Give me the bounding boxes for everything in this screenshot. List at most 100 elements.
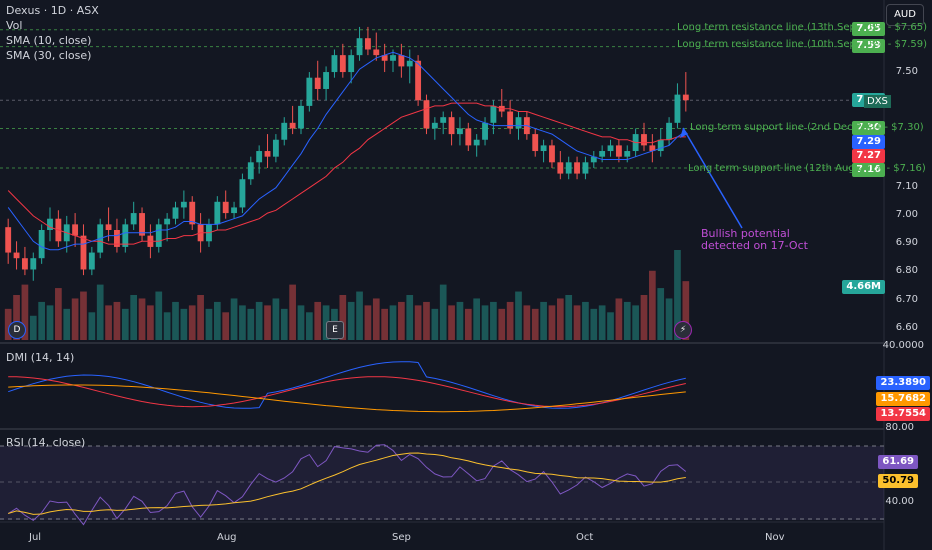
candle-body [289, 122, 296, 129]
candle-body [657, 139, 664, 152]
volume-bar [389, 305, 397, 340]
volume-bar [80, 291, 87, 340]
candle-body [306, 77, 313, 106]
x-axis-label: Sep [392, 532, 411, 543]
dmi-minus-tag: 13.7554 [876, 407, 930, 421]
volume-bar [439, 284, 447, 340]
currency-button[interactable]: AUD [886, 4, 924, 26]
volume-bar [113, 301, 121, 340]
volume-bar [155, 291, 163, 340]
x-axis-label: Aug [217, 532, 237, 543]
volume-bar [247, 308, 255, 340]
resistance-label-1: Long term resistance line (13th Sep 2024… [677, 22, 928, 33]
candle-body [272, 139, 279, 157]
candle-body [214, 201, 221, 225]
x-axis-label: Oct [576, 532, 594, 543]
rsi-tag: 61.69 [878, 455, 918, 469]
candle-body [599, 151, 606, 157]
volume-bar [339, 295, 347, 340]
candle-body [348, 55, 355, 73]
candle-body [682, 94, 689, 101]
candle-body [30, 258, 37, 270]
candle-body [457, 128, 463, 135]
support-label-1: Long term support line (2nd Dec 2024 - $… [690, 122, 924, 133]
rsi-axis-label: 80.00 [885, 422, 914, 433]
candle-body [105, 224, 112, 230]
candle-body [641, 134, 647, 146]
volume-bar [531, 308, 539, 340]
volume-bar [172, 301, 179, 340]
candle-body [590, 156, 597, 163]
price-axis-label: 7.10 [895, 181, 918, 192]
volume-bar [448, 305, 455, 340]
candle-body [431, 122, 438, 129]
volume-bar [289, 284, 296, 340]
sma30-legend: SMA (30, close) [6, 49, 92, 62]
volume-bar [13, 295, 20, 340]
volume-bar [105, 305, 112, 340]
earnings-event-icon[interactable]: E [326, 321, 344, 339]
volume-bar [607, 312, 614, 340]
candle-body [231, 207, 237, 214]
volume-bar [398, 301, 405, 340]
candle-body [666, 122, 673, 140]
volume-bar [515, 291, 522, 340]
adx-tag: 15.7682 [876, 392, 930, 406]
volume-bar [381, 308, 388, 340]
candle-body [155, 224, 162, 247]
volume-bar [615, 298, 623, 340]
volume-bar [21, 284, 29, 340]
candle-body [532, 134, 539, 152]
volume-bar [548, 305, 556, 340]
candle-body [247, 162, 254, 180]
flash-event-icon[interactable]: ⚡ [674, 321, 692, 339]
candle-body [624, 151, 631, 157]
candle-body [356, 38, 363, 56]
volume-bar [188, 305, 196, 340]
volume-bar [356, 291, 363, 340]
volume-bar [498, 308, 506, 340]
candle-body [164, 218, 171, 225]
dmi-legend: DMI (14, 14) [6, 351, 75, 364]
candle-body [565, 162, 572, 174]
volume-bar [372, 298, 380, 340]
dividend-event-icon[interactable]: D [8, 321, 26, 339]
chart-title: Dexus · 1D · ASX [6, 4, 99, 17]
candle-body [13, 252, 20, 259]
volume-bar [213, 301, 221, 340]
arrow-line [682, 127, 743, 229]
volume-bar [540, 301, 547, 340]
price-axis-label: 7.00 [895, 209, 918, 220]
candle-body [649, 145, 656, 152]
candle-body [406, 60, 413, 67]
candle-body [256, 151, 263, 163]
bullish-line-1: Bullish potential [701, 227, 790, 240]
volume-bar [649, 270, 656, 340]
candle-body [398, 55, 405, 67]
candle-body [331, 55, 338, 73]
sma10-tag: 7.29 [852, 135, 885, 149]
volume-bar [121, 308, 129, 340]
bullish-line-2: detected on 17-Oct [701, 239, 808, 252]
candle-body [323, 72, 330, 89]
resistance-tag-1: 7.65 [852, 22, 885, 36]
volume-bar [197, 295, 204, 340]
candle-body [314, 77, 321, 89]
candle-body [582, 162, 589, 174]
candle-body [21, 258, 28, 270]
volume-bar [88, 312, 96, 340]
volume-bar [255, 301, 263, 340]
support-label-2: Long term support line (12th Aug 2024 - … [688, 163, 926, 174]
candle-body [172, 207, 179, 219]
volume-bar [640, 295, 648, 340]
support-tag-2: 7.16 [852, 163, 885, 177]
volume-bar [38, 301, 45, 340]
volume-bar [222, 312, 230, 340]
volume-bar [523, 305, 531, 340]
volume-bar [163, 312, 171, 340]
candle-body [574, 162, 580, 174]
volume-bar [481, 305, 489, 340]
volume-bar [456, 301, 464, 340]
volume-bar [665, 298, 673, 340]
